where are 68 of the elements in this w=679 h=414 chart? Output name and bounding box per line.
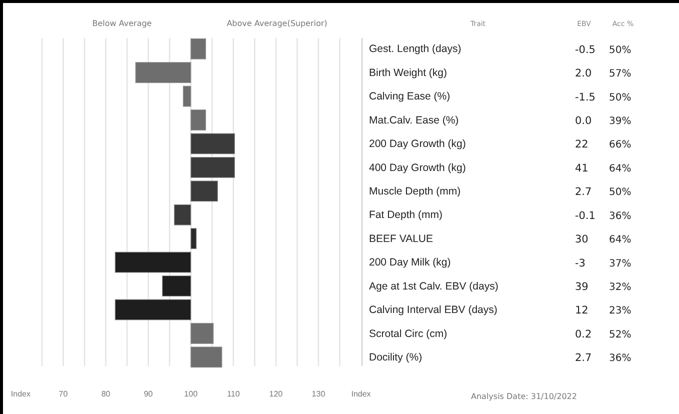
x-tick-label: 70: [58, 390, 68, 399]
bar: [190, 38, 206, 60]
text: -1.5: [575, 91, 596, 104]
y-tick-label: Scrotal Circ (cm): [369, 328, 448, 340]
y-tick-label: Muscle Depth (mm): [369, 186, 461, 198]
bar: [114, 252, 192, 273]
text: 52%: [609, 329, 632, 340]
y-tick-label: Docility (%): [369, 352, 422, 364]
bar: [182, 86, 192, 107]
bar: [114, 299, 192, 320]
text: -3: [575, 257, 586, 270]
bar: [162, 276, 192, 296]
text: 2.0: [575, 68, 592, 80]
text: 50%: [609, 187, 632, 198]
text: 39%: [609, 116, 632, 127]
text: 32%: [609, 282, 632, 293]
bar: [190, 346, 222, 368]
text: 2.7: [575, 186, 592, 198]
y-tick-label: Calving Interval EBV (days): [369, 304, 498, 316]
text: 0.2: [575, 328, 592, 340]
text: 64%: [609, 163, 632, 174]
y-tick-label: Calving Ease (%): [369, 90, 450, 103]
x-tick-label: 80: [101, 390, 111, 399]
y-tick-label: Birth Weight (kg): [369, 66, 447, 79]
bar: [190, 133, 235, 154]
y-tick-label: 200 Day Growth (kg): [369, 138, 466, 150]
y-tick-label: 400 Day Growth (kg): [369, 162, 466, 174]
x-tick-label: Index: [351, 390, 371, 399]
text: 23%: [609, 306, 632, 317]
y-tick-label: Fat Depth (mm): [369, 209, 443, 222]
x-tick-label: 130: [312, 390, 326, 399]
text: 12: [575, 304, 588, 317]
y-tick-label: Gest. Length (days): [369, 43, 462, 56]
text: -0.5: [575, 44, 596, 56]
text: 50%: [609, 44, 632, 56]
y-tick-label: Mat.Calv. Ease (%): [369, 114, 459, 126]
text: Below Average: [92, 19, 152, 28]
text: 37%: [609, 258, 632, 270]
text: 39: [575, 281, 588, 293]
text: 0.0: [575, 115, 592, 127]
bar: [190, 180, 218, 202]
text: 22: [575, 138, 588, 151]
text: 57%: [609, 68, 632, 80]
text: 64%: [609, 234, 632, 246]
text: 2.7: [575, 352, 592, 364]
y-tick-label: 200 Day Milk (kg): [369, 256, 451, 269]
bar: [190, 322, 214, 344]
bar: [135, 62, 192, 84]
text: Above Average(Superior): [226, 19, 328, 28]
text: Analysis Date: 31/10/2022: [471, 392, 577, 401]
x-tick-label: 90: [144, 390, 154, 399]
bar: [190, 228, 197, 250]
text: 41: [575, 162, 588, 174]
bar: [174, 204, 192, 226]
text: 50%: [609, 92, 632, 104]
bar: [190, 110, 206, 130]
x-tick-label: 100: [184, 390, 198, 399]
x-tick-label: Index: [10, 390, 30, 399]
text: 36%: [609, 353, 632, 364]
text: -0.1: [575, 210, 596, 222]
bar: [190, 156, 235, 178]
text: 36%: [609, 210, 632, 222]
y-tick-label: BEEF VALUE: [369, 232, 433, 245]
text: 66%: [609, 140, 632, 151]
x-tick-label: 120: [269, 390, 284, 399]
text: 30: [575, 234, 588, 246]
y-tick-label: Age at 1st Calv. EBV (days): [369, 280, 498, 292]
x-tick-label: 110: [227, 390, 240, 399]
